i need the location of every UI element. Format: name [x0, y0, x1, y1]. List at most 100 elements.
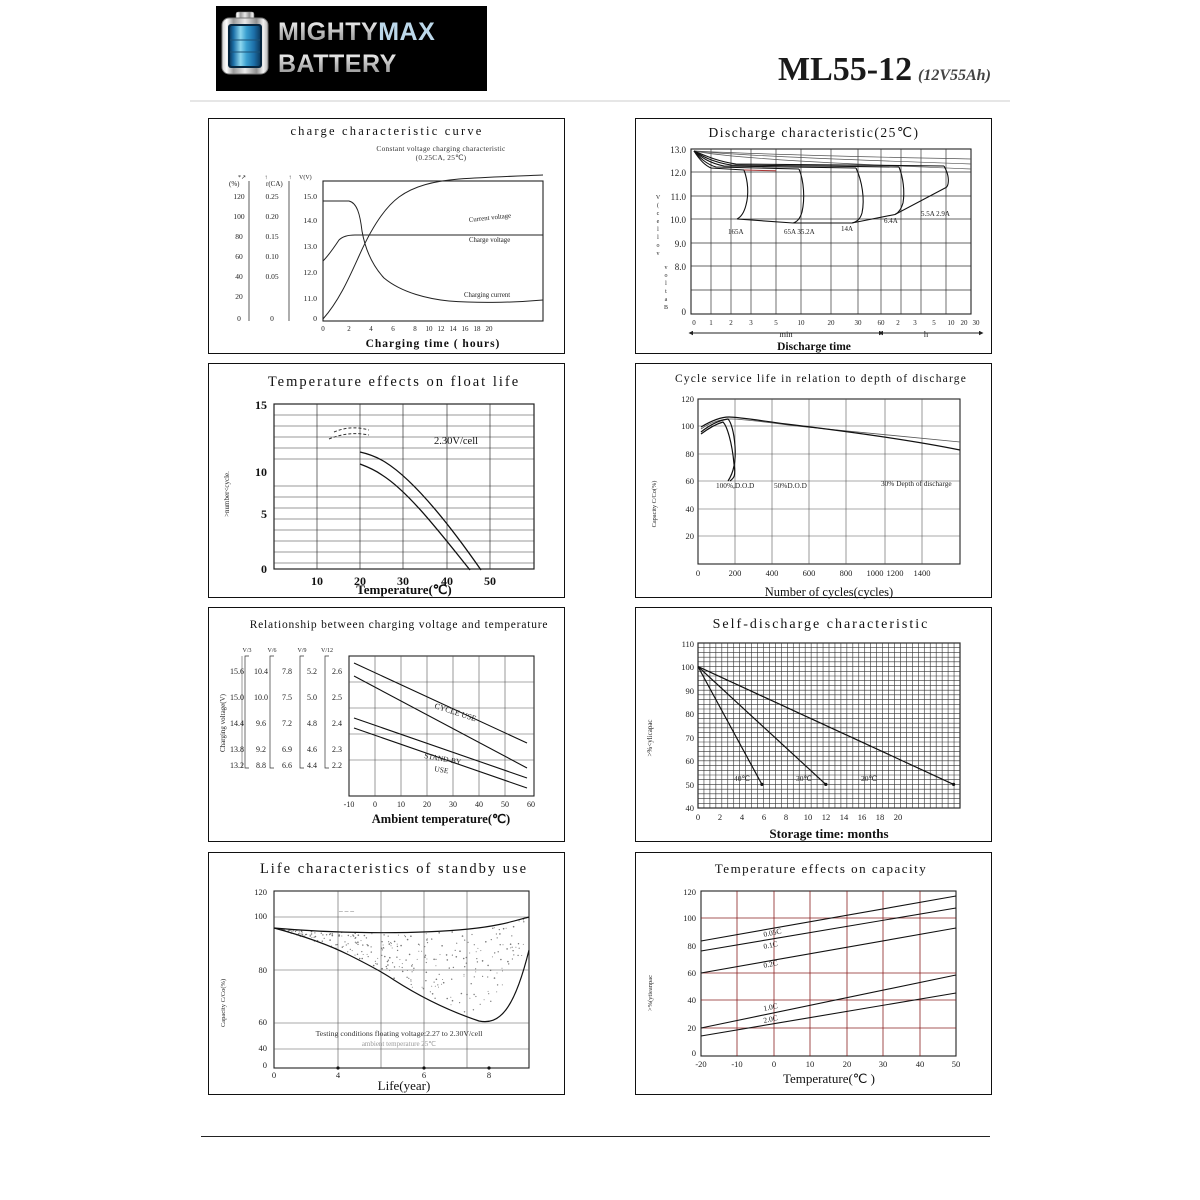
- svg-text:Current voltage: Current voltage: [468, 213, 511, 224]
- svg-text:60: 60: [259, 1017, 268, 1027]
- svg-text:>%(ytieanpac: >%(ytieanpac: [647, 975, 654, 1011]
- svg-text:ambient temperature 25℃: ambient temperature 25℃: [362, 1040, 436, 1048]
- svg-text:0.10: 0.10: [265, 252, 278, 261]
- svg-text:50: 50: [952, 1059, 961, 1069]
- svg-text:80: 80: [686, 709, 695, 719]
- svg-text:400: 400: [766, 568, 779, 578]
- svg-text:0.25: 0.25: [265, 192, 278, 201]
- svg-text:o: o: [657, 243, 660, 249]
- svg-text:-10: -10: [731, 1059, 742, 1069]
- svg-text:Charging time ( hours): Charging time ( hours): [366, 338, 501, 350]
- svg-text:30: 30: [855, 319, 863, 327]
- svg-text:charge characteristic curve: charge characteristic curve: [290, 124, 483, 138]
- svg-text:1400: 1400: [914, 568, 931, 578]
- svg-text:Number of cycles(cycles): Number of cycles(cycles): [765, 585, 893, 599]
- svg-text:50: 50: [484, 574, 496, 588]
- svg-text:3: 3: [913, 319, 917, 327]
- svg-text:>%<ylicapac: >%<ylicapac: [646, 719, 654, 756]
- svg-text:(0.25CA, 25℃): (0.25CA, 25℃): [416, 153, 467, 162]
- svg-text:USE: USE: [434, 764, 450, 775]
- svg-text:1000: 1000: [867, 568, 884, 578]
- svg-text:40: 40: [688, 995, 697, 1005]
- svg-text:20: 20: [961, 319, 969, 327]
- svg-text:10.4: 10.4: [254, 667, 268, 676]
- svg-text:30℃: 30℃: [796, 774, 813, 783]
- svg-text:Cycle service life in relation: Cycle service life in relation to depth …: [675, 373, 967, 385]
- svg-text:5.5A 2.9A: 5.5A 2.9A: [921, 210, 950, 218]
- svg-text:40: 40: [916, 1059, 925, 1069]
- svg-text:6.4A: 6.4A: [884, 217, 898, 225]
- svg-text:0.2C: 0.2C: [763, 958, 779, 970]
- svg-text:8: 8: [784, 812, 788, 822]
- svg-text:10: 10: [426, 325, 434, 333]
- svg-text:10.0: 10.0: [670, 215, 686, 225]
- svg-text:0: 0: [270, 314, 274, 323]
- svg-text:4: 4: [369, 325, 373, 333]
- svg-text:100%,D.O.D: 100%,D.O.D: [716, 481, 754, 490]
- svg-text:0: 0: [772, 1059, 776, 1069]
- svg-text:14A: 14A: [841, 225, 853, 233]
- svg-text:Testing conditions floating vo: Testing conditions floating voltage:2.27…: [316, 1029, 484, 1038]
- svg-text:2: 2: [729, 319, 733, 327]
- svg-text:70: 70: [686, 733, 695, 743]
- svg-text:10: 10: [948, 319, 956, 327]
- svg-text:6.9: 6.9: [282, 745, 292, 754]
- svg-text:20: 20: [423, 800, 431, 809]
- svg-text:5.0: 5.0: [307, 693, 317, 702]
- svg-text:0: 0: [373, 800, 377, 809]
- svg-text:9.6: 9.6: [256, 719, 266, 728]
- svg-text:14.0: 14.0: [303, 216, 317, 225]
- svg-text:Temperature(℃): Temperature(℃): [356, 582, 451, 597]
- svg-text:1: 1: [709, 319, 713, 327]
- svg-text:13.0: 13.0: [303, 242, 317, 251]
- svg-text:10: 10: [806, 1059, 815, 1069]
- svg-text:65A 35.2A: 65A 35.2A: [784, 228, 815, 236]
- svg-text:110: 110: [682, 639, 694, 649]
- svg-text:(: (: [657, 202, 659, 209]
- svg-text:l: l: [665, 281, 667, 287]
- svg-text:100: 100: [683, 913, 696, 923]
- svg-text:0: 0: [313, 314, 317, 323]
- svg-text:4: 4: [336, 1070, 341, 1080]
- svg-text:l: l: [657, 235, 659, 241]
- svg-text:40℃: 40℃: [734, 774, 751, 783]
- svg-text:40: 40: [686, 803, 695, 813]
- svg-text:60: 60: [686, 756, 695, 766]
- svg-text:0.05C: 0.05C: [763, 926, 783, 939]
- svg-text:(12V55Ah): (12V55Ah): [918, 67, 991, 84]
- svg-text:8: 8: [413, 325, 417, 333]
- svg-text:5: 5: [932, 319, 936, 327]
- svg-text:100: 100: [254, 911, 267, 921]
- svg-text:Self-discharge characteristic: Self-discharge characteristic: [713, 617, 930, 632]
- svg-text:2: 2: [347, 325, 351, 333]
- svg-text:8: 8: [487, 1070, 491, 1080]
- svg-text:Relationship between charging: Relationship between charging voltage an…: [250, 619, 549, 631]
- svg-text:Constant voltage charging char: Constant voltage charging characteristic: [376, 144, 506, 153]
- svg-text:120: 120: [681, 394, 694, 404]
- svg-text:6: 6: [762, 812, 766, 822]
- svg-text:2.3: 2.3: [332, 745, 342, 754]
- svg-text:Discharge characteristic(25℃): Discharge characteristic(25℃): [709, 125, 920, 140]
- svg-text:60: 60: [235, 252, 243, 261]
- svg-text:0.15: 0.15: [265, 232, 278, 241]
- svg-text:(%): (%): [229, 180, 240, 188]
- svg-text:Temperature(℃ ): Temperature(℃ ): [783, 1071, 875, 1086]
- svg-text:V/3: V/3: [243, 648, 252, 654]
- svg-text:MIGHTYMAX: MIGHTYMAX: [278, 18, 435, 46]
- svg-text:0: 0: [692, 319, 696, 327]
- svg-text:20: 20: [828, 319, 836, 327]
- svg-text:min: min: [779, 329, 793, 339]
- svg-text:4.6: 4.6: [307, 745, 317, 754]
- svg-text:20: 20: [894, 812, 903, 822]
- svg-text:20: 20: [235, 292, 243, 301]
- svg-text:12.0: 12.0: [670, 168, 686, 178]
- svg-text:0.1C: 0.1C: [763, 939, 779, 951]
- svg-text:0: 0: [272, 1070, 276, 1080]
- svg-text:Temperature effects on capaci: Temperature effects on capacity: [715, 861, 927, 876]
- svg-text:11.0: 11.0: [304, 294, 317, 303]
- svg-text:60: 60: [527, 800, 535, 809]
- svg-text:6.6: 6.6: [282, 761, 292, 770]
- svg-text:4.8: 4.8: [307, 719, 317, 728]
- svg-text:4: 4: [740, 812, 745, 822]
- svg-text:40: 40: [686, 504, 695, 514]
